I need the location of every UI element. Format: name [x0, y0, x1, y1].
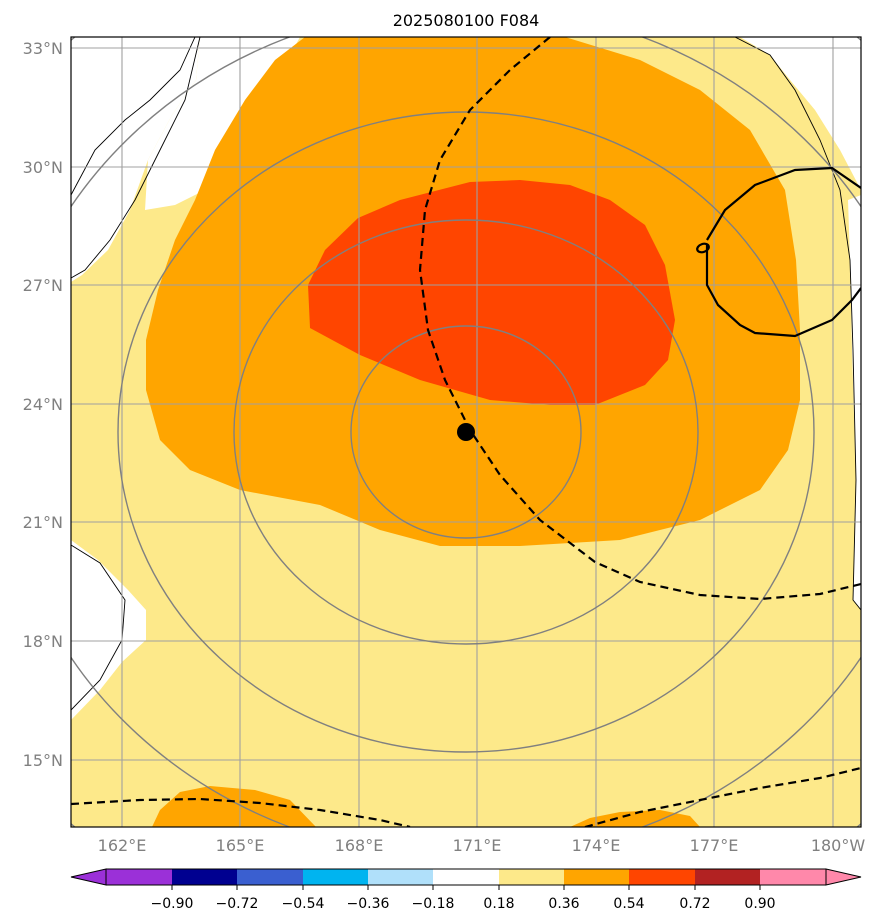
storm-center-marker	[457, 423, 475, 441]
colorbar-outline	[105, 868, 827, 886]
colorbar-segment-5	[368, 869, 433, 885]
lon-label-165e: 165°E	[216, 836, 265, 855]
solid-contours	[696, 166, 861, 338]
lat-label-30n: 30°N	[23, 158, 63, 177]
dashed-contour-southeast	[584, 766, 861, 827]
colorbar-label-3: −0.54	[282, 896, 325, 912]
range-ring-1	[350, 325, 582, 539]
coastlines	[71, 37, 861, 711]
solid-contour-small-loop	[696, 242, 710, 254]
lon-label-171e: 171°E	[453, 836, 502, 855]
solid-contour-east-lower	[705, 245, 861, 338]
colorbar-label-1: −0.90	[151, 896, 194, 912]
lat-label-18n: 18°N	[23, 632, 63, 651]
lat-label-27n: 27°N	[23, 276, 63, 295]
colorbar-segment-6	[433, 869, 499, 885]
range-ring-2	[233, 219, 699, 645]
lat-label-24n: 24°N	[23, 395, 63, 414]
lon-label-168e: 168°E	[335, 836, 384, 855]
land-area-northwest	[71, 37, 200, 282]
lon-label-162e: 162°E	[98, 836, 147, 855]
colorbar-segment-11	[760, 869, 826, 885]
colorbar-ticks	[171, 885, 761, 890]
colorbar-segment-2	[172, 869, 237, 885]
lat-label-15n: 15°N	[23, 751, 63, 770]
map-title: 2025080100 F084	[393, 11, 540, 30]
colorbar-segment-3	[237, 869, 303, 885]
colorbar-extend-left	[70, 868, 107, 886]
colorbar-segment-1	[106, 869, 172, 885]
lat-label-33n: 33°N	[23, 39, 63, 58]
colorbar-segment-9	[629, 869, 695, 885]
dashed-contour-south	[71, 797, 411, 827]
orange-field-south	[152, 786, 316, 827]
colorbar-label-10: 0.90	[744, 896, 775, 912]
colorbar-segment-10	[695, 869, 760, 885]
map-frame	[70, 36, 862, 828]
solid-contour-east	[706, 166, 861, 241]
lon-label-180w: 180°W	[811, 836, 866, 855]
colorbar-label-7: 0.36	[548, 896, 579, 912]
lon-label-177e: 177°E	[690, 836, 739, 855]
range-ring-3	[117, 111, 815, 753]
colorbar: −0.90 −0.72 −0.54 −0.36 −0.18 0.18 0.36 …	[70, 868, 862, 912]
land-area-northeast	[740, 37, 861, 190]
colorbar-segment-8	[564, 869, 629, 885]
colorbar-segment-4	[303, 869, 368, 885]
colorbar-label-2: −0.72	[216, 896, 259, 912]
colorbar-label-9: 0.72	[679, 896, 710, 912]
colorbar-label-6: 0.18	[483, 896, 514, 912]
colorbar-extend-right	[825, 868, 862, 886]
red-field	[308, 180, 675, 405]
colorbar-label-8: 0.54	[613, 896, 644, 912]
land-area-west	[71, 540, 146, 720]
lon-label-174e: 174°E	[572, 836, 621, 855]
longitude-labels: 162°E 165°E 168°E 171°E 174°E 177°E 180°…	[98, 836, 866, 855]
colorbar-label-4: −0.36	[347, 896, 390, 912]
colorbar-segment-7	[499, 869, 564, 885]
lat-label-21n: 21°N	[23, 513, 63, 532]
latitude-labels: 33°N 30°N 27°N 24°N 21°N 18°N 15°N	[23, 39, 63, 770]
colorbar-label-5: −0.18	[412, 896, 455, 912]
